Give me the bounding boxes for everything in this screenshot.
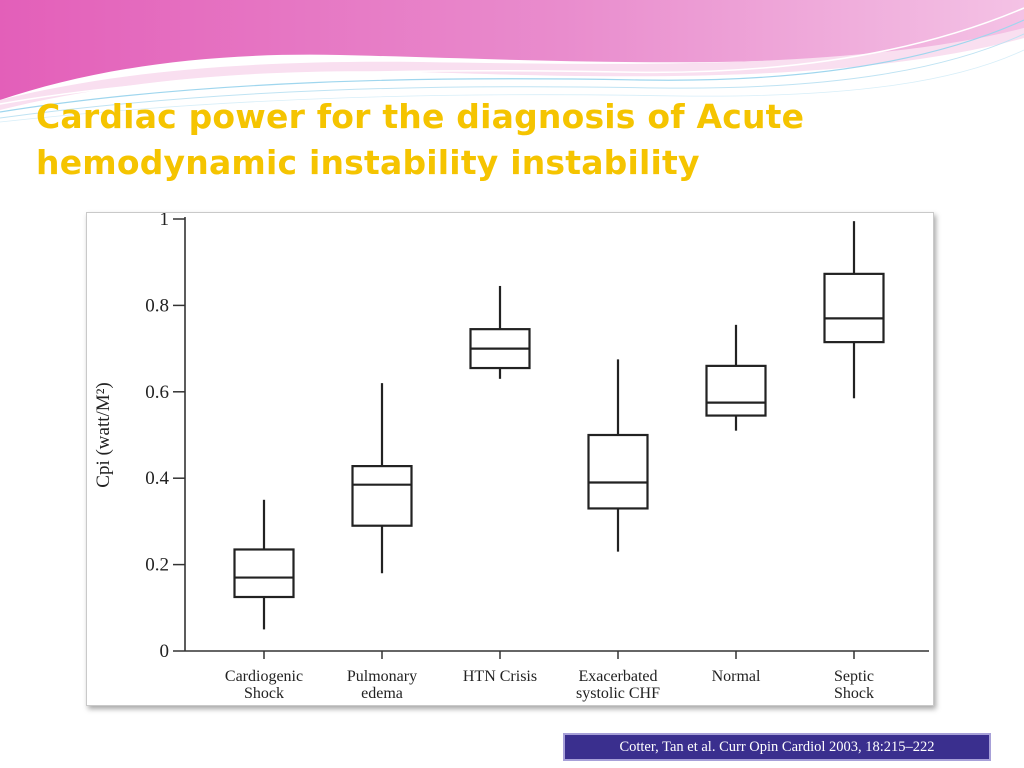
y-tick-label: 0	[160, 641, 170, 662]
box-iqr	[587, 433, 649, 510]
y-tick-label: 0.4	[145, 468, 169, 489]
slide-title: Cardiac power for the diagnosis of Acute…	[36, 94, 996, 186]
title-line-2: hemodynamic instability instability	[36, 143, 700, 182]
x-category-label: Normal	[712, 668, 761, 685]
y-tick-label: 1	[160, 213, 170, 230]
chart-frame: 0 0.2 0.4 0.6 0.8 1 Cpi (watt/M²) Cardiogenic Sh…	[86, 212, 934, 706]
x-category-label: Septic	[834, 668, 874, 685]
title-line-1: Cardiac power for the diagnosis of Acute	[36, 97, 805, 136]
x-category-label: Exacerbated	[578, 668, 657, 685]
x-category-label: Shock	[244, 685, 284, 702]
x-category-label: Pulmonary	[347, 668, 417, 685]
citation-box: Cotter, Tan et al. Curr Opin Cardiol 200…	[563, 733, 991, 761]
x-category-label: Cardiogenic	[225, 668, 303, 685]
y-tick-label: 0.6	[145, 382, 169, 403]
y-axis-label: Cpi (watt/M²)	[93, 382, 114, 487]
y-tick-label: 0.2	[145, 555, 169, 576]
x-category-label: systolic CHF	[576, 685, 660, 702]
x-category-label: Shock	[834, 685, 874, 702]
box-iqr	[823, 272, 885, 344]
x-category-label: edema	[361, 685, 403, 702]
x-category-label: HTN Crisis	[463, 668, 537, 685]
header-banner	[0, 0, 1024, 123]
box-iqr	[233, 548, 295, 599]
y-tick-label: 0.8	[145, 295, 169, 316]
box-iqr	[705, 364, 767, 417]
box-iqr	[351, 465, 413, 527]
